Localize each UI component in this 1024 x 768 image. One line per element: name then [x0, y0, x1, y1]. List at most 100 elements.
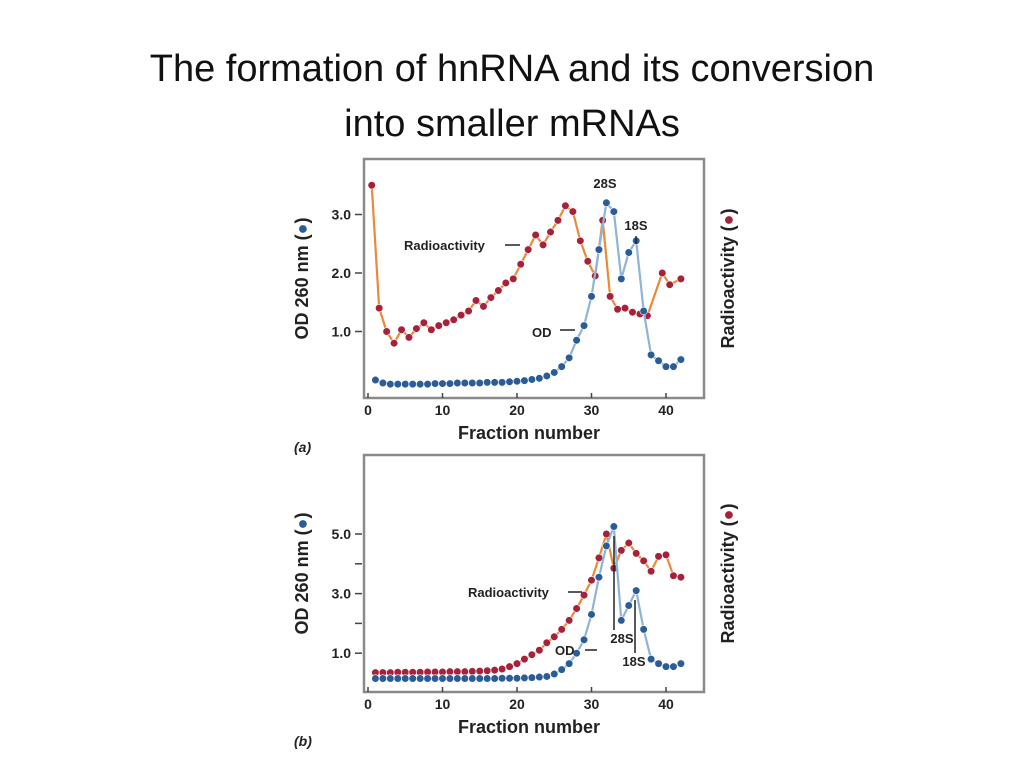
od-data-point [423, 380, 432, 389]
od-data-point [512, 674, 522, 683]
radioactivity-data-point [468, 667, 477, 676]
y-tick-label: 3.0 [332, 586, 352, 602]
od-data-point [609, 522, 618, 531]
od-data-point [594, 573, 604, 582]
od-data-point [661, 662, 671, 671]
od-data-point [527, 673, 537, 682]
radioactivity-series-line [370, 185, 682, 346]
y-axis-label-right: Radioactivity (●) [718, 504, 738, 644]
radioactivity-data-point [442, 318, 451, 327]
od-data-point [639, 306, 648, 316]
od-data-point [565, 659, 574, 668]
radioactivity-data-point [665, 280, 674, 289]
od-data-point [483, 378, 492, 387]
od-data-point [609, 207, 618, 216]
radioactivity-data-point [628, 308, 637, 317]
od-data-point [453, 378, 462, 388]
od-data-point [468, 674, 477, 683]
radioactivity-data-point [471, 296, 481, 305]
od-data-point [453, 674, 462, 683]
radioactivity-annotation: Radioactivity [404, 238, 486, 253]
od-data-point [438, 674, 447, 683]
od-data-point [468, 378, 477, 388]
radioactivity-data-point [572, 604, 581, 613]
od-data-point [542, 371, 551, 381]
od-data-point [669, 362, 678, 371]
od-data-point [594, 245, 604, 254]
od-data-point [587, 610, 596, 619]
od-data-point [490, 674, 499, 683]
radioactivity-data-point [389, 339, 399, 348]
radioactivity-data-point [617, 546, 626, 555]
od-data-point [535, 374, 544, 383]
chart-panel-b: 0 10 20 30 40 1.0 3.0 5.0 Fraction number OD 260 … [292, 453, 738, 749]
radioactivity-data-point [475, 666, 484, 676]
y-axis-label-left: OD 260 nm (●) [292, 218, 312, 340]
od-data-point [579, 635, 589, 644]
od-annotation: OD [532, 325, 552, 340]
od-data-point [475, 674, 484, 683]
radioactivity-data-point [412, 324, 421, 333]
od-data-point [617, 616, 626, 625]
od-data-point [505, 377, 514, 386]
od-data-point [371, 375, 380, 385]
radioactivity-data-point [494, 286, 503, 295]
od-data-point [430, 674, 440, 683]
x-tick-label: 30 [584, 402, 600, 418]
radioactivity-data-point [516, 260, 525, 269]
radioactivity-data-point [624, 538, 633, 548]
od-data-point [535, 672, 544, 682]
od-data-point [393, 380, 402, 389]
x-tick-label: 40 [658, 402, 674, 418]
y-tick-label: 1.0 [332, 645, 352, 661]
od-data-point [460, 674, 469, 683]
od-data-point [602, 541, 611, 551]
y-tick-label: 1.0 [332, 324, 352, 340]
radioactivity-data-point [460, 667, 469, 676]
radioactivity-data-point [542, 638, 551, 647]
od-data-point [646, 350, 656, 360]
radioactivity-data-point [669, 571, 678, 580]
slide-title-line-1: The formation of hnRNA and its conversio… [149, 48, 875, 90]
radioactivity-data-point [449, 315, 458, 324]
od-data-point [490, 378, 499, 387]
od-data-point [624, 248, 633, 257]
od-data-point [661, 362, 671, 371]
od-data-point [579, 321, 589, 330]
od-data-point [520, 673, 529, 683]
x-tick-label: 20 [509, 402, 525, 418]
od-data-point [371, 674, 380, 683]
od-data-point [550, 669, 559, 679]
od-data-point [378, 378, 388, 388]
radioactivity-data-point [661, 550, 671, 559]
x-axis-label: Fraction number [458, 423, 600, 443]
od-data-point [438, 379, 447, 388]
radioactivity-data-point [367, 181, 376, 190]
od-data-point [632, 586, 641, 595]
radioactivity-data-point [579, 590, 589, 600]
od-annotation: OD [555, 643, 575, 658]
od-data-point [483, 674, 492, 683]
od-data-point [565, 353, 574, 362]
radioactivity-data-point [498, 664, 507, 674]
radioactivity-data-point [594, 553, 604, 562]
radioactivity-data-point [654, 552, 663, 561]
radioactivity-data-point [479, 302, 488, 311]
radioactivity-data-point [632, 549, 641, 558]
radioactivity-data-point [527, 650, 537, 659]
y-tick-label: 2.0 [332, 265, 352, 281]
radioactivity-data-point [646, 567, 656, 576]
radioactivity-data-point [576, 236, 585, 245]
plot-frame [362, 453, 706, 694]
radioactivity-data-point [457, 311, 466, 320]
plot-frame [362, 157, 706, 400]
radioactivity-data-point [509, 274, 518, 283]
od-data-point [654, 659, 663, 668]
radioactivity-data-point [613, 305, 622, 314]
peak-18s-label: 18S [622, 654, 645, 669]
radioactivity-data-point [501, 278, 510, 288]
radioactivity-data-point [419, 318, 428, 327]
od-data-point [557, 362, 566, 371]
peak-28s-label: 28S [610, 631, 633, 646]
